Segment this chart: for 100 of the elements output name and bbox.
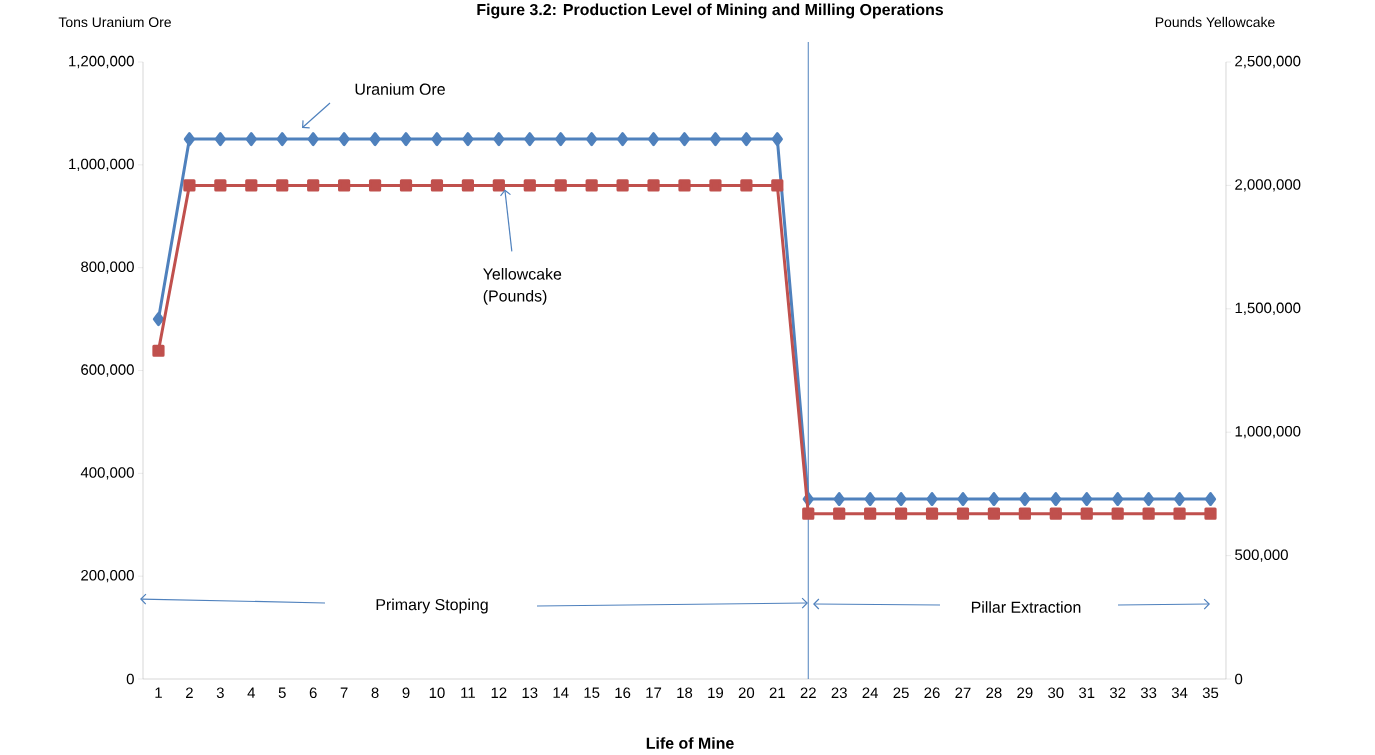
point [647,132,660,147]
x-tick-label: 17 [646,687,662,698]
point [430,179,444,192]
y2-tick-label: 2,500,000 [1235,55,1301,69]
x-tick-label: 35 [1202,687,1219,699]
point [957,492,969,507]
x-tick-label: 14 [553,687,569,698]
y2-axis-title: Pounds Yellowcake [1155,16,1275,28]
x-tick-label: 34 [1171,687,1188,699]
point [493,132,505,147]
point [616,179,629,192]
point [833,492,845,507]
x-tick-label: 6 [309,687,317,699]
point [585,179,598,192]
y-tick-label: 800,000 [81,261,134,274]
x-tick-label: 7 [340,687,348,698]
point [586,132,598,147]
point [183,179,196,192]
x-tick-label: 19 [708,687,724,699]
x-tick-label: 1 [155,687,162,698]
point [1142,507,1155,520]
point [802,507,815,520]
point [678,179,691,192]
point [524,132,536,147]
point [338,132,350,147]
x-tick-label: 13 [522,687,538,699]
point [400,132,412,147]
x-tick-label: 21 [769,687,785,698]
annotation: Pillar Extraction [971,601,1081,613]
x-axis-title: Life of Mine [646,737,734,749]
point [1112,492,1124,507]
point [864,492,876,507]
point [276,132,288,147]
point [647,179,660,192]
point [214,179,227,192]
y-axis-title: Tons Uranium Ore [58,16,171,28]
point [214,132,226,147]
x-tick-label: 4 [247,687,256,698]
point [1204,507,1217,520]
point [492,179,505,192]
x-tick-label: 10 [429,687,445,699]
x-tick-label: 2 [186,687,193,698]
point [1080,507,1093,520]
point [461,179,474,192]
point [987,507,1001,520]
y-tick-label: 1,000,000 [69,158,134,171]
x-tick-label: 26 [924,687,940,699]
point [1049,507,1062,520]
x-tick-label: 15 [584,687,600,698]
x-tick-label: 18 [677,687,693,699]
x-tick-label: 16 [615,687,631,699]
x-tick-label: 28 [986,687,1002,699]
point [926,492,938,507]
y-tick-label: 1,200,000 [69,55,134,69]
point [369,132,381,147]
x-tick-label: 29 [1017,687,1033,699]
x-tick-label: 11 [461,687,475,698]
x-tick-label: 5 [278,687,286,698]
annotation: Uranium Ore [355,83,445,95]
x-tick-label: 22 [800,687,816,698]
point [925,507,939,520]
point [152,312,165,327]
x-tick-label: 24 [862,687,879,698]
annotation: Yellowcake (Pounds) [483,268,562,305]
point [771,179,784,192]
point [183,132,196,147]
point [956,507,970,520]
x-tick-label: 25 [893,687,909,699]
point [1143,492,1155,507]
x-tick-label: 23 [831,687,847,699]
y2-tick-label: 2,000,000 [1235,179,1301,192]
point [864,507,877,520]
y2-tick-label: 1,500,000 [1235,302,1301,315]
y2-tick-label: 1,000,000 [1235,426,1301,439]
point [740,179,753,192]
x-tick-label: 20 [738,687,755,699]
annotation: Primary Stoping [376,598,488,614]
x-tick-label: 30 [1048,687,1064,699]
x-tick-label: 33 [1140,687,1157,699]
y-tick-label: 600,000 [81,364,134,377]
point [1111,507,1124,520]
point [462,132,474,147]
y-tick-label: 200,000 [81,569,134,583]
x-tick-label: 31 [1078,687,1095,699]
point [276,179,289,192]
point [555,132,567,147]
point [1050,492,1062,507]
point [368,179,382,192]
point [771,132,783,147]
point [523,179,536,192]
point [833,507,846,520]
point [740,132,752,147]
point [709,179,722,192]
x-tick-label: 12 [491,687,507,698]
point [399,179,413,192]
y2-tick-label: 0 [1235,673,1243,685]
point [245,132,257,147]
x-tick-label: 27 [955,687,971,698]
point [1173,507,1186,520]
point [307,179,320,192]
